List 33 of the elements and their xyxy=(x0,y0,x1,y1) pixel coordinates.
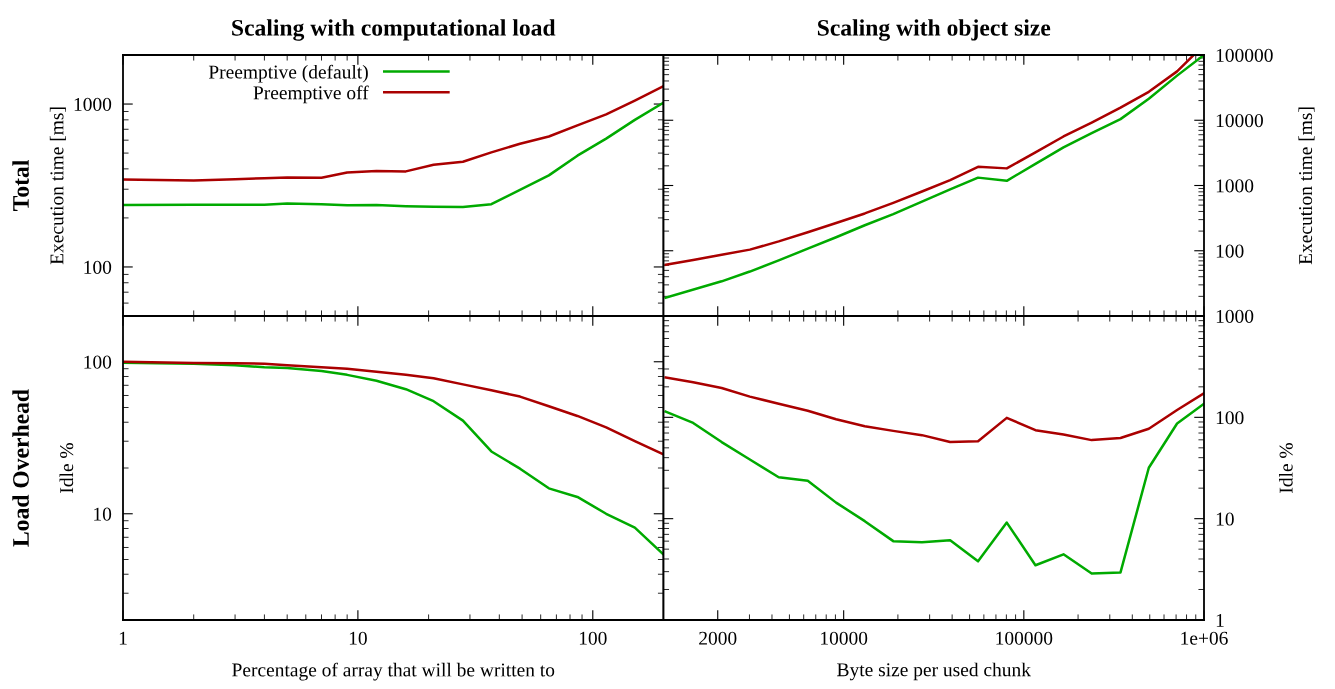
legend-label: Preemptive off xyxy=(253,85,369,104)
y-axis-title: Execution time [ms] xyxy=(1298,107,1315,265)
y-tick-label: 100 xyxy=(84,355,112,369)
text: Total xyxy=(12,160,29,211)
legend-label: Preemptive (default) xyxy=(208,64,368,83)
x-tick-label: 10000 xyxy=(821,631,868,645)
y-axis-title: Idle % xyxy=(59,443,74,493)
y-axis-title: Execution time [ms] xyxy=(49,107,66,265)
x-tick-label: 100000 xyxy=(996,631,1053,645)
chart-title: Scaling with computational load xyxy=(232,19,556,41)
x-tick-label: 10 xyxy=(349,631,367,645)
text: Load Overhead xyxy=(12,389,29,547)
chart-title: Scaling with object size xyxy=(817,19,1051,41)
line-series xyxy=(664,376,1204,444)
y-tick-label: 1000 xyxy=(74,97,112,111)
y-tick-label: 100 xyxy=(1216,244,1244,258)
y-tick-label: 100000 xyxy=(1216,48,1273,62)
y-axis-title: Idle % xyxy=(1279,443,1293,493)
y-tick-label: 1000 xyxy=(1216,309,1254,323)
y-tick-label: 100 xyxy=(84,260,112,274)
x-tick-label: 2000 xyxy=(699,631,737,645)
y-tick-label: 10000 xyxy=(1216,114,1263,128)
x-axis-title: Percentage of array that will be written to xyxy=(232,662,555,681)
y-tick-label: 10 xyxy=(94,507,112,521)
y-tick-label: 100 xyxy=(1216,411,1244,425)
line-series xyxy=(664,402,1204,575)
y-tick-label: 10 xyxy=(1216,512,1234,526)
x-tick-label: 100 xyxy=(579,631,607,645)
y-tick-label: 1000 xyxy=(1216,179,1254,193)
x-tick-label: 1e+06 xyxy=(1181,631,1228,645)
x-tick-label: 1 xyxy=(119,631,127,645)
y-tick-label: 1 xyxy=(1216,613,1224,627)
x-axis-title: Byte size per used chunk xyxy=(837,662,1031,681)
